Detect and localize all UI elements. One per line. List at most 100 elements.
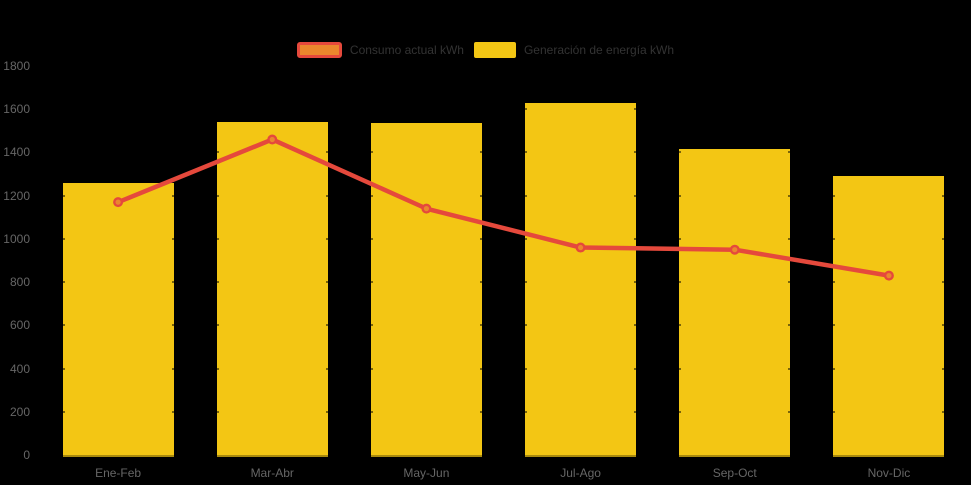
gridline-mark xyxy=(634,151,638,154)
gridline-mark xyxy=(61,194,65,197)
gridline-mark xyxy=(942,237,946,240)
gridline-mark xyxy=(832,324,836,327)
gridline-mark xyxy=(634,281,638,284)
gridline-mark xyxy=(325,237,329,240)
gridline-mark xyxy=(942,194,946,197)
gridline-mark xyxy=(325,367,329,370)
gridline-mark xyxy=(61,367,65,370)
gridline-mark xyxy=(524,108,528,111)
gridline-mark xyxy=(524,194,528,197)
gridline-mark xyxy=(788,151,792,154)
gridline-mark xyxy=(369,324,373,327)
gridline-mark xyxy=(634,108,638,111)
gridline-mark xyxy=(942,281,946,284)
y-tick-400: 400 xyxy=(9,361,30,376)
bar-may-jun[interactable] xyxy=(370,123,482,457)
gridline-mark xyxy=(678,324,682,327)
gridline-mark xyxy=(171,194,175,197)
gridline-mark xyxy=(832,410,836,413)
gridline-mark xyxy=(942,324,946,327)
gridline-mark xyxy=(325,410,329,413)
gridline-mark xyxy=(524,237,528,240)
gridline-mark xyxy=(369,367,373,370)
legend-item-consumo-actual[interactable]: Consumo actual kWh xyxy=(296,42,464,58)
gridline-mark xyxy=(171,281,175,284)
gridline-mark xyxy=(325,194,329,197)
gridline-mark xyxy=(61,237,65,240)
gridline-mark xyxy=(524,367,528,370)
gridline-mark xyxy=(215,281,219,284)
gridline-mark xyxy=(61,281,65,284)
bar-nov-dic[interactable] xyxy=(833,176,945,457)
bar-sep-oct[interactable] xyxy=(679,149,791,457)
gridline-mark xyxy=(788,281,792,284)
gridline-mark xyxy=(325,281,329,284)
bar-jul-ago[interactable] xyxy=(525,102,637,457)
gridline-mark xyxy=(369,281,373,284)
gridline-mark xyxy=(634,367,638,370)
gridline-mark xyxy=(678,367,682,370)
gridline-mark xyxy=(524,281,528,284)
gridline-mark xyxy=(634,237,638,240)
gridline-mark xyxy=(215,367,219,370)
legend-label-consumo-actual: Consumo actual kWh xyxy=(349,43,464,57)
gridline-mark xyxy=(171,324,175,327)
gridline-mark xyxy=(524,410,528,413)
bar-series-swatch-icon xyxy=(473,42,516,58)
y-tick-1400: 1400 xyxy=(3,145,30,160)
gridline-mark xyxy=(832,367,836,370)
gridline-mark xyxy=(61,410,65,413)
gridline-mark xyxy=(369,237,373,240)
gridline-mark xyxy=(942,367,946,370)
gridline-mark xyxy=(832,237,836,240)
legend-label-generacion-energia: Generación de energía kWh xyxy=(523,43,675,57)
gridline-mark xyxy=(369,151,373,154)
gridline-mark xyxy=(479,151,483,154)
gridline-mark xyxy=(61,324,65,327)
x-label-ene-feb: Ene-Feb xyxy=(95,466,142,480)
gridline-mark xyxy=(832,281,836,284)
gridline-mark xyxy=(634,324,638,327)
legend-item-generacion-energia[interactable]: Generación de energía kWh xyxy=(473,42,675,58)
y-tick-1000: 1000 xyxy=(3,231,30,246)
bar-ene-feb[interactable] xyxy=(62,182,174,457)
bar-mar-abr[interactable] xyxy=(216,122,328,457)
gridline-mark xyxy=(678,281,682,284)
gridline-mark xyxy=(479,237,483,240)
x-label-jul-ago: Jul-Ago xyxy=(560,466,601,480)
chart-legend: Consumo actual kWh Generación de energía… xyxy=(0,42,971,58)
gridline-mark xyxy=(215,151,219,154)
gridline-mark xyxy=(215,324,219,327)
gridline-mark xyxy=(634,194,638,197)
gridline-mark xyxy=(479,281,483,284)
gridline-mark xyxy=(788,237,792,240)
gridline-mark xyxy=(788,194,792,197)
gridline-mark xyxy=(325,324,329,327)
gridline-mark xyxy=(832,194,836,197)
gridline-mark xyxy=(788,410,792,413)
gridline-mark xyxy=(215,194,219,197)
gridline-mark xyxy=(215,237,219,240)
x-label-may-jun: May-Jun xyxy=(403,466,450,480)
gridline-mark xyxy=(678,194,682,197)
gridline-mark xyxy=(678,237,682,240)
x-label-sep-oct: Sep-Oct xyxy=(712,466,757,480)
y-tick-1200: 1200 xyxy=(3,188,30,203)
gridline-mark xyxy=(215,410,219,413)
gridline-mark xyxy=(788,367,792,370)
gridline-mark xyxy=(369,194,373,197)
gridline-mark xyxy=(171,237,175,240)
gridline-mark xyxy=(524,151,528,154)
y-tick-1600: 1600 xyxy=(3,102,30,117)
gridline-mark xyxy=(788,324,792,327)
gridline-mark xyxy=(942,410,946,413)
gridline-mark xyxy=(524,324,528,327)
gridline-mark xyxy=(479,324,483,327)
x-label-nov-dic: Nov-Dic xyxy=(867,466,911,480)
gridline-mark xyxy=(369,410,373,413)
gridline-mark xyxy=(325,151,329,154)
y-tick-800: 800 xyxy=(9,275,30,290)
y-tick-0: 0 xyxy=(23,448,30,462)
gridline-mark xyxy=(678,410,682,413)
